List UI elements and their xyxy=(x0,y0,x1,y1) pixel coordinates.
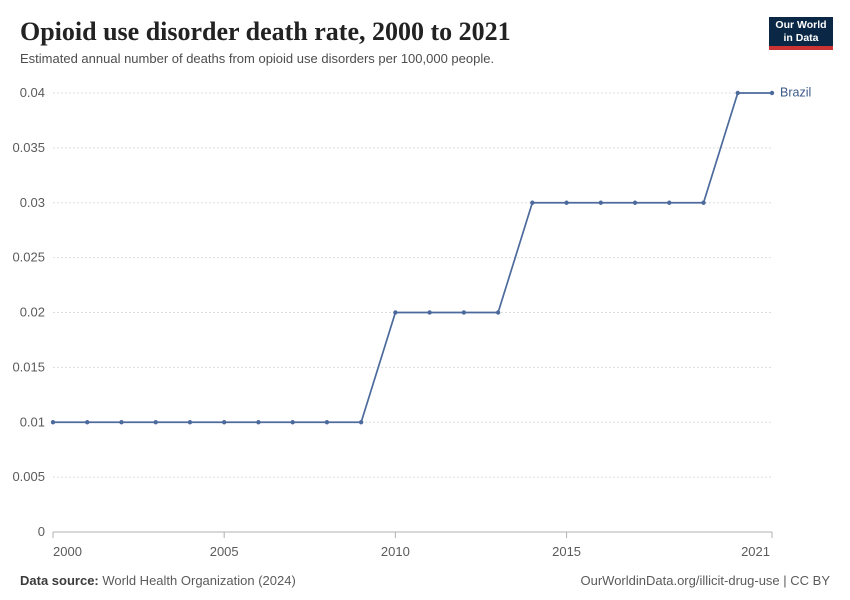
svg-text:0: 0 xyxy=(38,524,45,539)
svg-text:Brazil: Brazil xyxy=(780,86,811,100)
svg-text:0.005: 0.005 xyxy=(12,469,45,484)
svg-text:2021: 2021 xyxy=(741,544,770,559)
svg-text:0.02: 0.02 xyxy=(20,305,45,320)
svg-text:2000: 2000 xyxy=(53,544,82,559)
svg-text:0.03: 0.03 xyxy=(20,195,45,210)
svg-text:0.015: 0.015 xyxy=(12,359,45,374)
svg-text:2010: 2010 xyxy=(381,544,410,559)
svg-text:2005: 2005 xyxy=(210,544,239,559)
svg-text:0.035: 0.035 xyxy=(12,140,45,155)
svg-text:2015: 2015 xyxy=(552,544,581,559)
svg-text:0.01: 0.01 xyxy=(20,414,45,429)
svg-text:0.025: 0.025 xyxy=(12,250,45,265)
svg-text:0.04: 0.04 xyxy=(20,85,45,100)
